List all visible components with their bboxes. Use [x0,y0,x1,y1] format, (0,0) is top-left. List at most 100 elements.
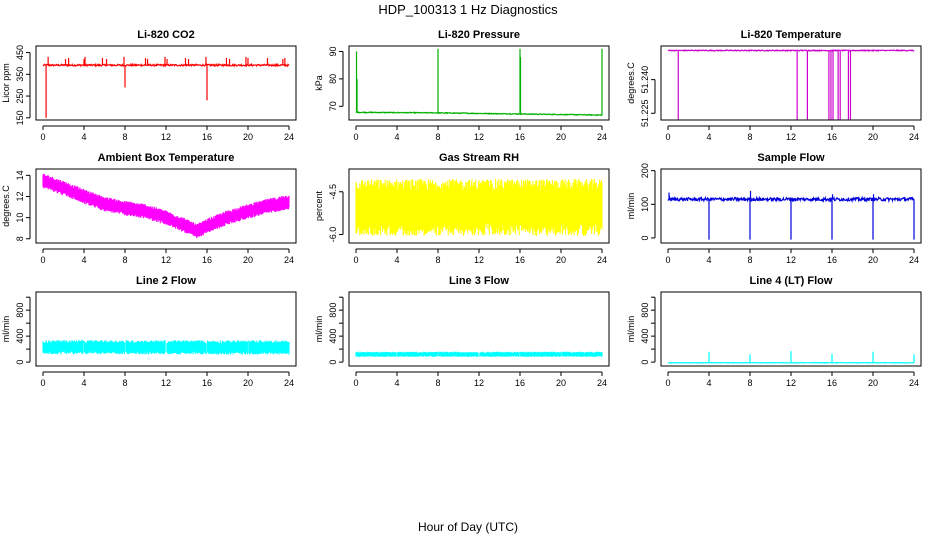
panel-2: Li-820 Temperature 0 4 8 12 16 20 24 51.225 51.24… [626,29,922,142]
y-tick-label: 100 [640,197,650,212]
plot-frame [35,291,297,367]
series-line [42,62,290,68]
x-tick-label: 12 [474,255,484,265]
x-tick-label: 20 [243,132,253,142]
y-tick-label: 250 [15,89,25,104]
y-tick-label: 51.225 [640,100,650,128]
panel-title: Ambient Box Temperature [98,152,235,164]
series [42,340,290,355]
y-axis-label: ml/min [626,316,636,343]
x-tick-label: 12 [161,132,171,142]
x-tick-label: 8 [747,255,752,265]
y-tick-label: 350 [15,67,25,82]
plot-frame [35,168,297,244]
x-tick-label: 16 [827,378,837,388]
x-tick-label: 16 [515,132,525,142]
x-tick-label: 0 [353,378,358,388]
x-tick-label: 4 [394,132,399,142]
panel-title: Line 4 (LT) Flow [750,275,833,287]
y-tick-label: 10 [15,213,25,223]
series [355,48,603,117]
x-tick-label: 0 [40,378,45,388]
y-tick-label: -4.5 [328,184,338,200]
x-tick-label: 8 [435,132,440,142]
series [42,173,290,239]
x-tick-label: 20 [556,132,566,142]
panel-title: Sample Flow [757,152,825,164]
plot-frame [35,45,297,121]
plot-frame [348,168,610,244]
series-line [667,48,915,52]
series [667,48,915,120]
x-tick-label: 0 [665,255,670,265]
x-tick-label: 0 [665,378,670,388]
y-tick-label: 400 [328,329,338,344]
x-tick-label: 20 [556,378,566,388]
plot-frame [660,45,922,121]
x-tick-label: 0 [665,132,670,142]
y-tick-label: 8 [15,236,25,241]
x-tick-label: 4 [394,378,399,388]
x-tick-label: 20 [868,378,878,388]
x-tick-label: 20 [868,132,878,142]
plot-frame [348,291,610,367]
y-tick-label: 800 [328,303,338,318]
x-tick-label: 4 [81,255,86,265]
x-tick-label: 16 [202,255,212,265]
y-tick-label: 200 [640,163,650,178]
y-tick-label: 0 [15,360,25,365]
panel-title: Li-820 Pressure [438,29,520,41]
panel-3: Ambient Box Temperature 0 4 8 12 16 20 24 8 10 12 1… [1,152,297,265]
x-tick-label: 24 [284,255,294,265]
y-tick-label: 80 [328,74,338,84]
x-tick-label: 0 [353,132,358,142]
y-axis-label: Licor ppm [1,63,11,103]
y-tick-label: 51.240 [640,66,650,94]
panel-title: Gas Stream RH [439,152,519,164]
x-tick-label: 24 [597,132,607,142]
y-axis-label: degrees.C [1,185,11,227]
x-tick-label: 24 [909,255,919,265]
x-tick-label: 4 [706,255,711,265]
x-tick-label: 8 [122,132,127,142]
x-tick-label: 8 [747,132,752,142]
x-tick-label: 0 [353,255,358,265]
figure-title: HDP_100313 1 Hz Diagnostics [378,2,558,17]
series [42,56,290,118]
series-line [355,111,603,117]
panel-1: Li-820 Pressure 0 4 8 12 16 20 24 70 80 90 kPa [314,29,610,142]
x-axis-label: Hour of Day (UTC) [418,520,518,534]
x-tick-label: 12 [161,255,171,265]
x-tick-label: 4 [706,132,711,142]
panel-6: Line 2 Flow 0 4 8 12 16 20 24 0 400 800 ml/min [1,275,297,388]
y-tick-label: 800 [15,303,25,318]
x-tick-label: 16 [202,132,212,142]
x-tick-label: 8 [122,255,127,265]
y-axis-label: percent [314,190,324,221]
y-tick-label: 90 [328,46,338,56]
x-tick-label: 0 [40,132,45,142]
series [667,351,915,364]
y-tick-label: 70 [328,101,338,111]
x-tick-label: 20 [868,255,878,265]
x-tick-label: 24 [284,378,294,388]
panel-title: Li-820 Temperature [741,29,842,41]
series [355,179,603,236]
y-axis-label: ml/min [626,193,636,220]
x-tick-label: 20 [243,378,253,388]
y-tick-label: 450 [15,45,25,60]
panel-7: Line 3 Flow 0 4 8 12 16 20 24 0 400 800 ml/min [314,275,610,388]
plot-frame [660,291,922,367]
y-axis-label: ml/min [1,316,11,343]
x-tick-label: 24 [284,132,294,142]
y-tick-label: 0 [328,360,338,365]
series [667,190,915,240]
x-tick-label: 8 [122,378,127,388]
series [355,351,603,357]
y-tick-label: 12 [15,191,25,201]
x-tick-label: 12 [786,255,796,265]
x-tick-label: 8 [747,378,752,388]
panel-8: Line 4 (LT) Flow 0 4 8 12 16 20 24 0 400 800 ml/min [626,275,922,388]
series-band [355,179,603,236]
